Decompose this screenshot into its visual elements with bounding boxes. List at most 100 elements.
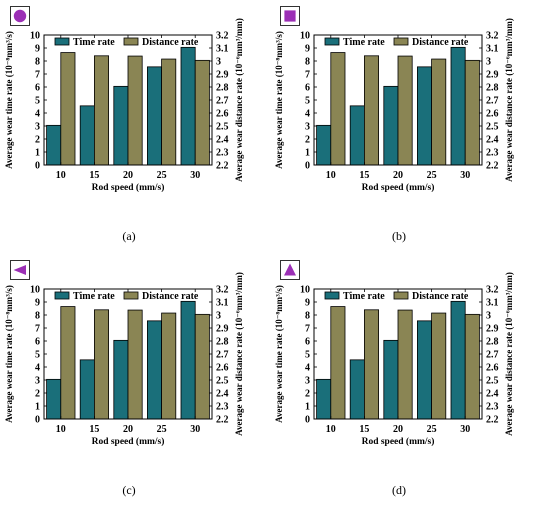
legend-swatch-time-rate (324, 291, 340, 300)
y-axis-label-left: Average wear time rate (10⁻⁸mm³/s) (274, 31, 284, 169)
triangle-left-icon (13, 265, 26, 275)
bar-time-rate (113, 85, 129, 166)
y-tick-label-left: 8 (35, 311, 40, 322)
x-tick-label: 30 (460, 424, 470, 435)
x-tick-label: 15 (89, 170, 99, 181)
x-tick-label: 10 (326, 424, 336, 435)
y-tick-label-right: 2.6 (486, 363, 499, 374)
y-tick-label-left: 3 (35, 122, 40, 133)
y-tick-label-right: 2.5 (216, 122, 229, 133)
y-axis-label-right: Average wear distance rate (10⁻⁶mm³/mm) (504, 272, 514, 436)
legend-label-distance-rate: Distance rate (142, 291, 199, 302)
bar-distance-rate (364, 55, 380, 166)
bar-distance-rate (60, 52, 76, 166)
x-axis-label: Rod speed (mm/s) (362, 182, 435, 193)
y-tick-label-right: 2.9 (216, 324, 229, 335)
bar-time-rate (450, 300, 466, 420)
y-axis-label-left: Average wear time rate (10⁻⁸mm³/s) (4, 31, 14, 169)
bar-time-rate (349, 105, 365, 166)
y-tick-label-left: 7 (35, 324, 40, 335)
y-tick-label-right: 2.8 (216, 83, 229, 94)
y-tick-label-left: 10 (300, 31, 310, 42)
x-axis-label: Rod speed (mm/s) (362, 436, 435, 447)
y-tick-label-right: 3.1 (216, 44, 229, 55)
circle-icon (13, 9, 27, 23)
y-tick-label-right: 2.9 (486, 70, 499, 81)
legend-swatch-distance-rate (393, 37, 409, 46)
x-tick-label: 30 (190, 170, 200, 181)
bar-time-rate (450, 46, 466, 166)
y-tick-label-right: 2.9 (216, 70, 229, 81)
legend: Time rate Distance rate (54, 37, 199, 48)
y-tick-label-left: 6 (35, 337, 40, 348)
bar-distance-rate (127, 55, 143, 166)
y-tick-label-left: 1 (305, 402, 310, 413)
x-tick-label: 20 (123, 170, 133, 181)
y-tick-label-left: 4 (35, 109, 40, 120)
legend: Time rate Distance rate (54, 291, 199, 302)
bar-time-rate (316, 378, 332, 420)
x-tick-label: 15 (89, 424, 99, 435)
y-tick-label-right: 3.2 (486, 285, 499, 296)
y-tick-label-right: 2.4 (486, 135, 499, 146)
y-tick-label-left: 5 (35, 96, 40, 107)
y-tick-label-right: 2.4 (216, 135, 229, 146)
legend-label-time-rate: Time rate (343, 37, 385, 48)
panel-caption: (d) (392, 483, 406, 497)
y-tick-label-right: 3 (216, 57, 221, 68)
bar-distance-rate (60, 306, 76, 420)
y-tick-label-left: 3 (305, 122, 310, 133)
panel-caption: (c) (122, 483, 135, 497)
panel-caption: (a) (122, 229, 135, 243)
y-tick-label-right: 2.6 (216, 109, 229, 120)
bar-distance-rate (161, 58, 177, 166)
y-tick-label-right: 3.1 (216, 298, 229, 309)
bar-distance-rate (194, 59, 210, 166)
bar-distance-rate (330, 52, 346, 166)
y-tick-label-left: 6 (305, 337, 310, 348)
x-tick-label: 20 (123, 424, 133, 435)
y-tick-label-right: 2.7 (486, 96, 499, 107)
bar-distance-rate (194, 313, 210, 420)
bar-time-rate (383, 85, 399, 166)
y-tick-label-right: 3.1 (486, 298, 499, 309)
bar-distance-rate (397, 55, 413, 166)
bar-distance-rate (397, 309, 413, 420)
bar-time-rate (146, 320, 162, 420)
y-tick-label-left: 3 (35, 376, 40, 387)
y-tick-label-right: 2.5 (486, 376, 499, 387)
chart-panel-b: 10 15 20 25 30 0 1 2 3 4 5 6 7 8 9 10 2.2 2.3 2.4 2.5 2.6 2.7… (274, 6, 514, 243)
chart-panel-a: 10 15 20 25 30 0 1 2 3 4 5 6 7 8 9 10 2.2 2.3 2.4 2.5 2.6 2.7… (4, 6, 244, 243)
y-tick-label-right: 3.2 (216, 285, 229, 296)
y-tick-label-left: 7 (305, 324, 310, 335)
y-tick-label-right: 2.4 (486, 389, 499, 400)
chart-panel-d: 10 15 20 25 30 0 1 2 3 4 5 6 7 8 9 10 2.2 2.3 2.4 2.5 2.6 2.7… (274, 260, 514, 497)
bar-time-rate (180, 46, 196, 166)
x-tick-label: 15 (359, 424, 369, 435)
y-tick-label-left: 9 (35, 298, 40, 309)
y-tick-label-left: 2 (305, 135, 310, 146)
legend-swatch-time-rate (54, 291, 70, 300)
x-tick-label: 25 (427, 424, 437, 435)
bar-time-rate (416, 66, 432, 166)
y-tick-label-left: 10 (30, 285, 40, 296)
y-tick-label-right: 2.3 (486, 402, 499, 413)
y-tick-label-left: 0 (305, 161, 310, 172)
y-tick-label-right: 3.2 (216, 31, 229, 42)
y-tick-label-left: 2 (35, 389, 40, 400)
bar-distance-rate (464, 59, 480, 166)
bar-distance-rate (161, 312, 177, 420)
y-tick-label-left: 7 (305, 70, 310, 81)
y-axis-label-right: Average wear distance rate (10⁻⁶mm³/mm) (234, 272, 244, 436)
x-tick-label: 25 (157, 424, 167, 435)
bar-time-rate (79, 359, 95, 420)
y-tick-label-left: 5 (305, 350, 310, 361)
x-tick-label: 15 (359, 170, 369, 181)
bar-distance-rate (431, 312, 447, 420)
legend-label-time-rate: Time rate (73, 37, 115, 48)
y-tick-label-left: 7 (35, 70, 40, 81)
y-tick-label-left: 1 (305, 148, 310, 159)
legend-swatch-time-rate (324, 37, 340, 46)
y-tick-label-right: 2.8 (216, 337, 229, 348)
y-tick-label-left: 3 (305, 376, 310, 387)
